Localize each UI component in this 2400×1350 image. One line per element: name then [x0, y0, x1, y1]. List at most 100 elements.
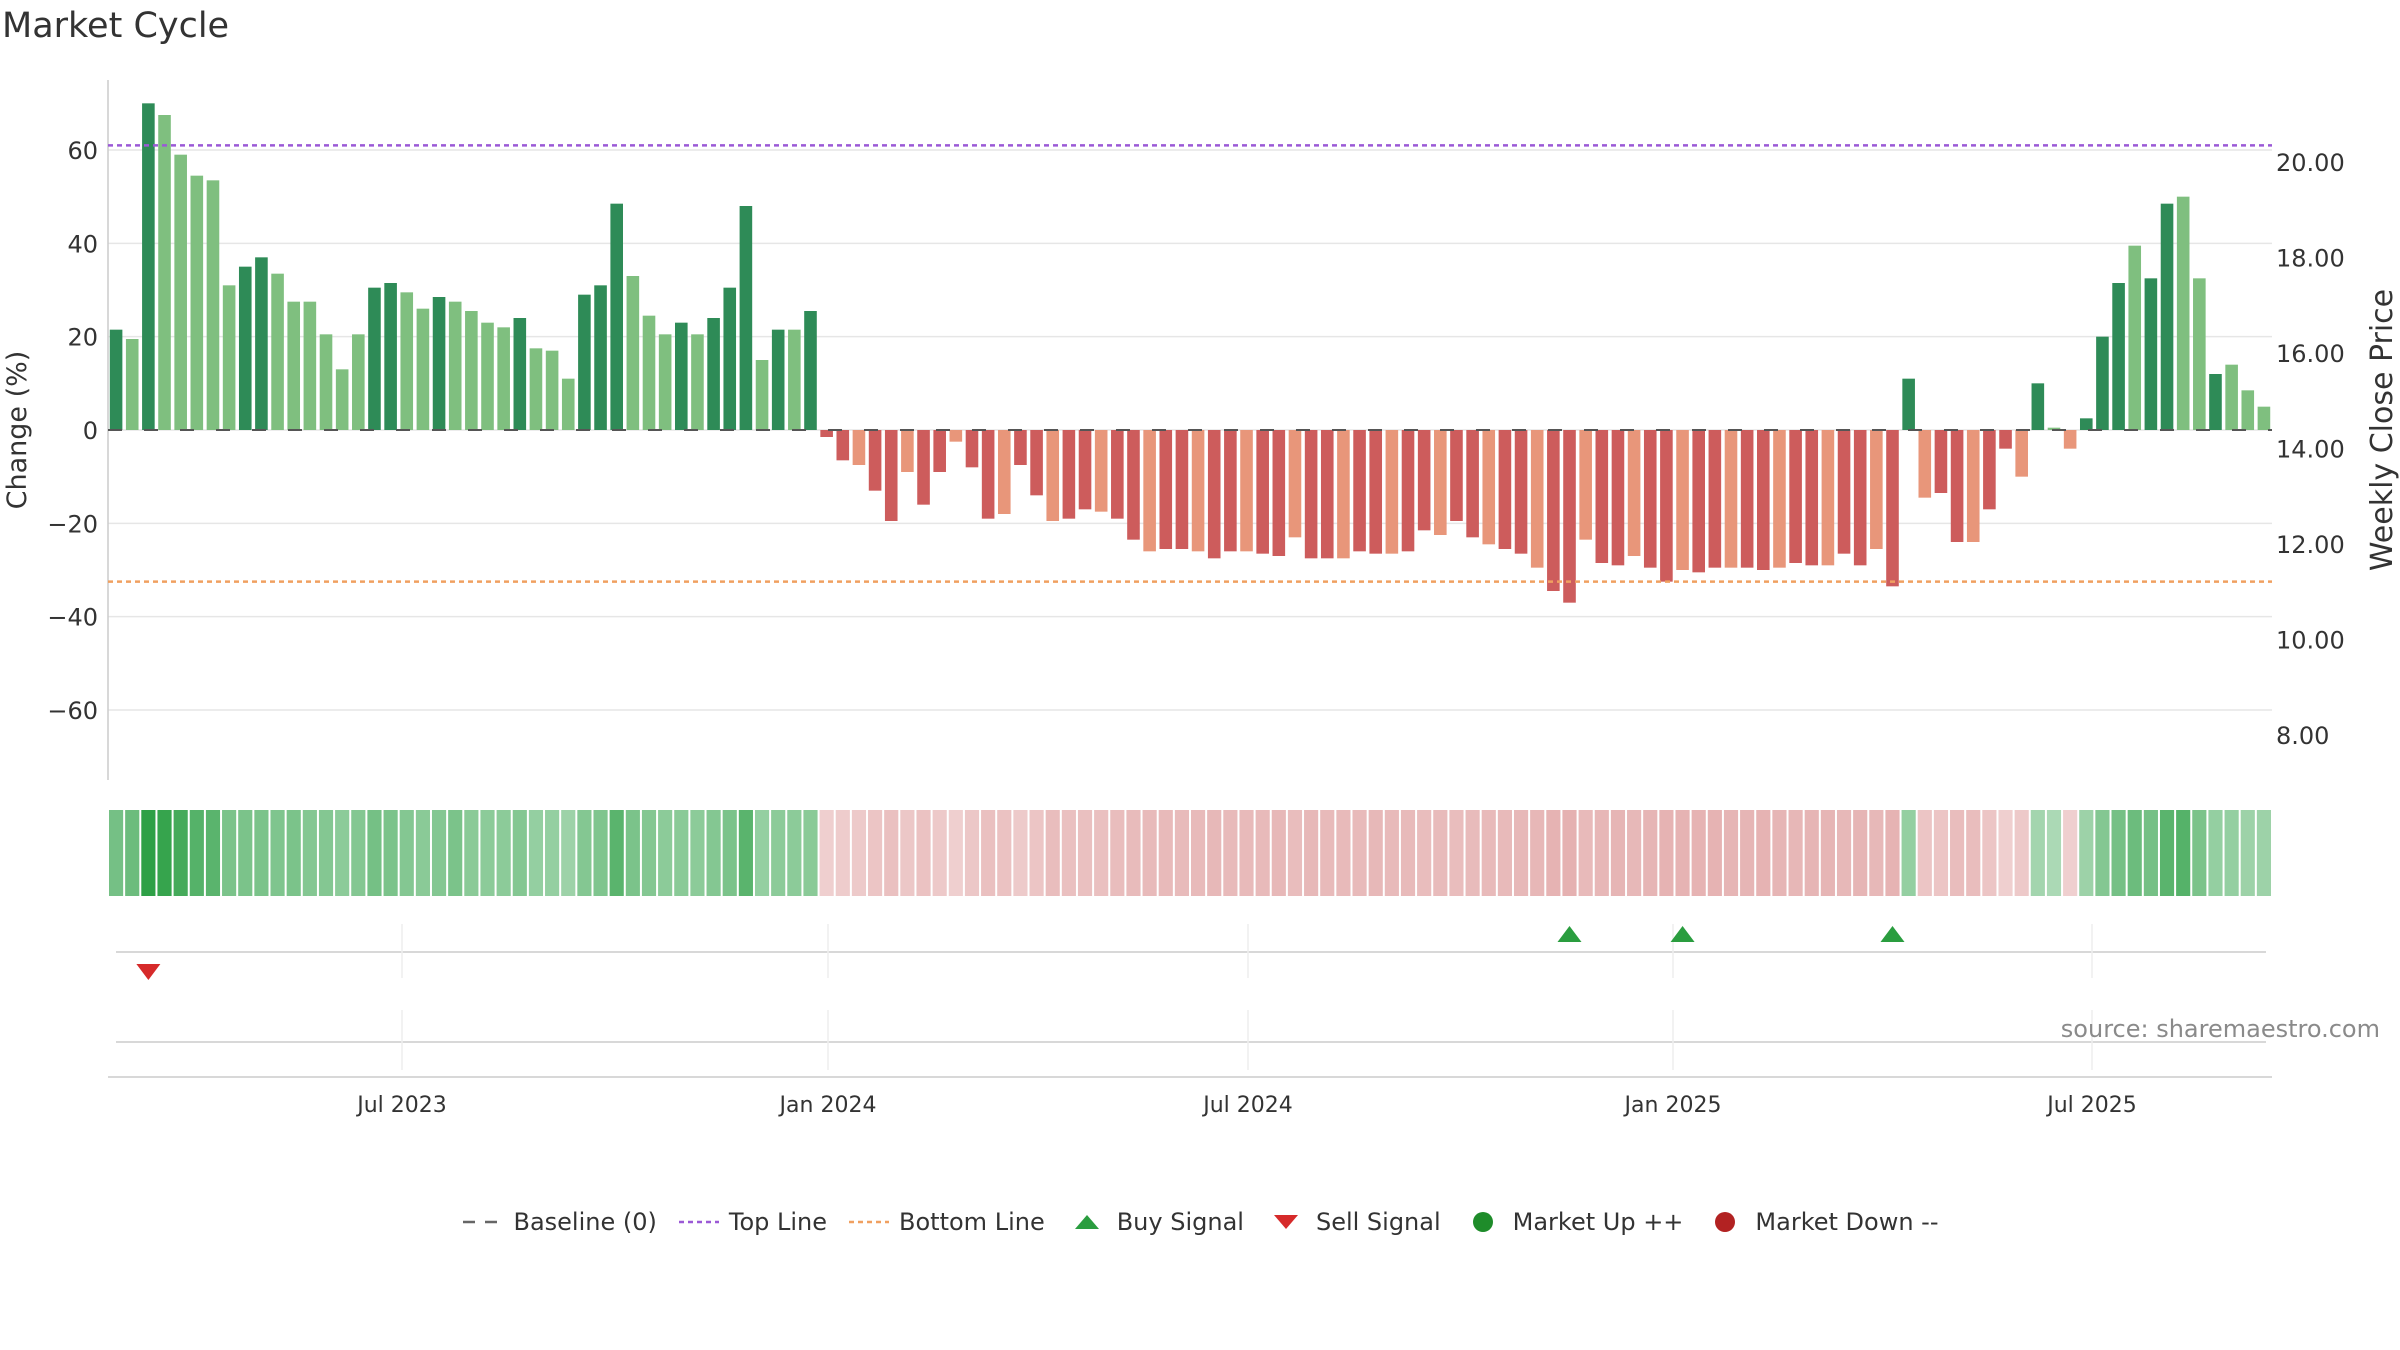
bar [2112, 283, 2125, 430]
heat-cell [302, 810, 317, 896]
bar [1434, 430, 1447, 535]
heat-cell [205, 810, 221, 896]
heat-cell [609, 810, 624, 896]
heat-cell [318, 810, 334, 896]
heat-cell [1061, 810, 1076, 896]
heat-cell [787, 810, 802, 896]
down-legend-icon [1703, 1209, 1747, 1235]
bar [1999, 430, 2012, 449]
bar [2063, 430, 2077, 449]
heat-cell [2192, 810, 2207, 896]
legend-item-buy[interactable]: Buy Signal [1065, 1208, 1244, 1236]
heat-cell [981, 810, 996, 896]
bar [384, 283, 397, 430]
bar [287, 301, 301, 430]
y2-tick-label: 8.00 [2276, 722, 2329, 750]
bar [400, 292, 414, 430]
bar [2031, 383, 2045, 430]
bar [319, 334, 333, 430]
heat-cell [1142, 810, 1157, 896]
legend-label: Market Up ++ [1512, 1208, 1684, 1236]
legend-item-bottom[interactable]: Bottom Line [847, 1208, 1045, 1236]
bar [965, 430, 979, 468]
bar [1046, 430, 1060, 521]
bar [642, 315, 656, 430]
bar [1676, 430, 1689, 570]
bar [1870, 430, 1883, 549]
heat-cell [528, 810, 544, 896]
bar [2257, 406, 2271, 430]
heat-cell [1627, 810, 1642, 896]
bar [1595, 430, 1609, 563]
heat-cell [1352, 810, 1367, 896]
bar [368, 287, 381, 430]
bar [561, 378, 575, 430]
heat-cell [1610, 810, 1626, 896]
heat-cell [2095, 810, 2110, 896]
y2-tick-label: 10.00 [2276, 627, 2345, 655]
bar [109, 329, 123, 430]
heat-cell [1707, 810, 1722, 896]
bar [997, 430, 1011, 514]
bar [1660, 430, 1673, 582]
heat-cell [125, 810, 140, 896]
heat-cell [1869, 810, 1884, 896]
heat-cell [625, 810, 640, 896]
bar [1240, 430, 1253, 552]
heat-cell [1578, 810, 1593, 896]
legend-item-top[interactable]: Top Line [677, 1208, 827, 1236]
bar [1450, 430, 1463, 521]
heat-cell [1691, 810, 1706, 896]
bar [658, 334, 672, 430]
bar [884, 430, 898, 521]
bar [1062, 430, 1076, 519]
heat-cell [496, 810, 511, 896]
bar [2015, 430, 2028, 477]
legend-item-sell[interactable]: Sell Signal [1264, 1208, 1441, 1236]
legend-item-up[interactable]: Market Up ++ [1461, 1208, 1684, 1236]
heat-cell [1546, 810, 1561, 896]
bar [158, 115, 171, 430]
bar [432, 297, 446, 430]
bar [1401, 430, 1415, 552]
heat-cell [1836, 810, 1852, 896]
heat-cell [1320, 810, 1335, 896]
buy-signal-marker [1880, 926, 1905, 942]
bar [1288, 430, 1302, 538]
bar [1692, 430, 1705, 573]
bar [545, 350, 559, 430]
heat-cell [1917, 810, 1932, 896]
bar [1256, 430, 1269, 554]
bar [1530, 430, 1544, 568]
bar [868, 430, 882, 491]
heat-cell [1304, 810, 1319, 896]
chart-title: Market Cycle [2, 6, 230, 46]
bar [1918, 430, 1932, 498]
heat-cell [1966, 810, 1981, 896]
bar [1111, 430, 1124, 519]
heat-cell [351, 810, 366, 896]
buy-legend-icon [1065, 1209, 1109, 1235]
bar [1272, 430, 1286, 556]
bar [1950, 430, 1964, 542]
heat-cell [1174, 810, 1189, 896]
heat-cell [2079, 810, 2094, 896]
heat-cell [109, 810, 124, 896]
heat-cell [238, 810, 253, 896]
heat-cell [2176, 810, 2191, 896]
legend-item-down[interactable]: Market Down -- [1703, 1208, 1939, 1236]
heat-cell [1530, 810, 1545, 896]
heat-cell [1239, 810, 1254, 896]
bar [1902, 378, 1915, 430]
heat-cell [1659, 810, 1674, 896]
heat-cell [1998, 810, 2013, 896]
bar [529, 348, 543, 430]
heat-cell [431, 810, 447, 896]
bar [788, 329, 801, 430]
bar [238, 266, 252, 430]
bar [1563, 430, 1576, 603]
bar [125, 339, 139, 430]
heat-cell [1804, 810, 1819, 896]
legend-item-baseline[interactable]: Baseline (0) [461, 1208, 657, 1236]
